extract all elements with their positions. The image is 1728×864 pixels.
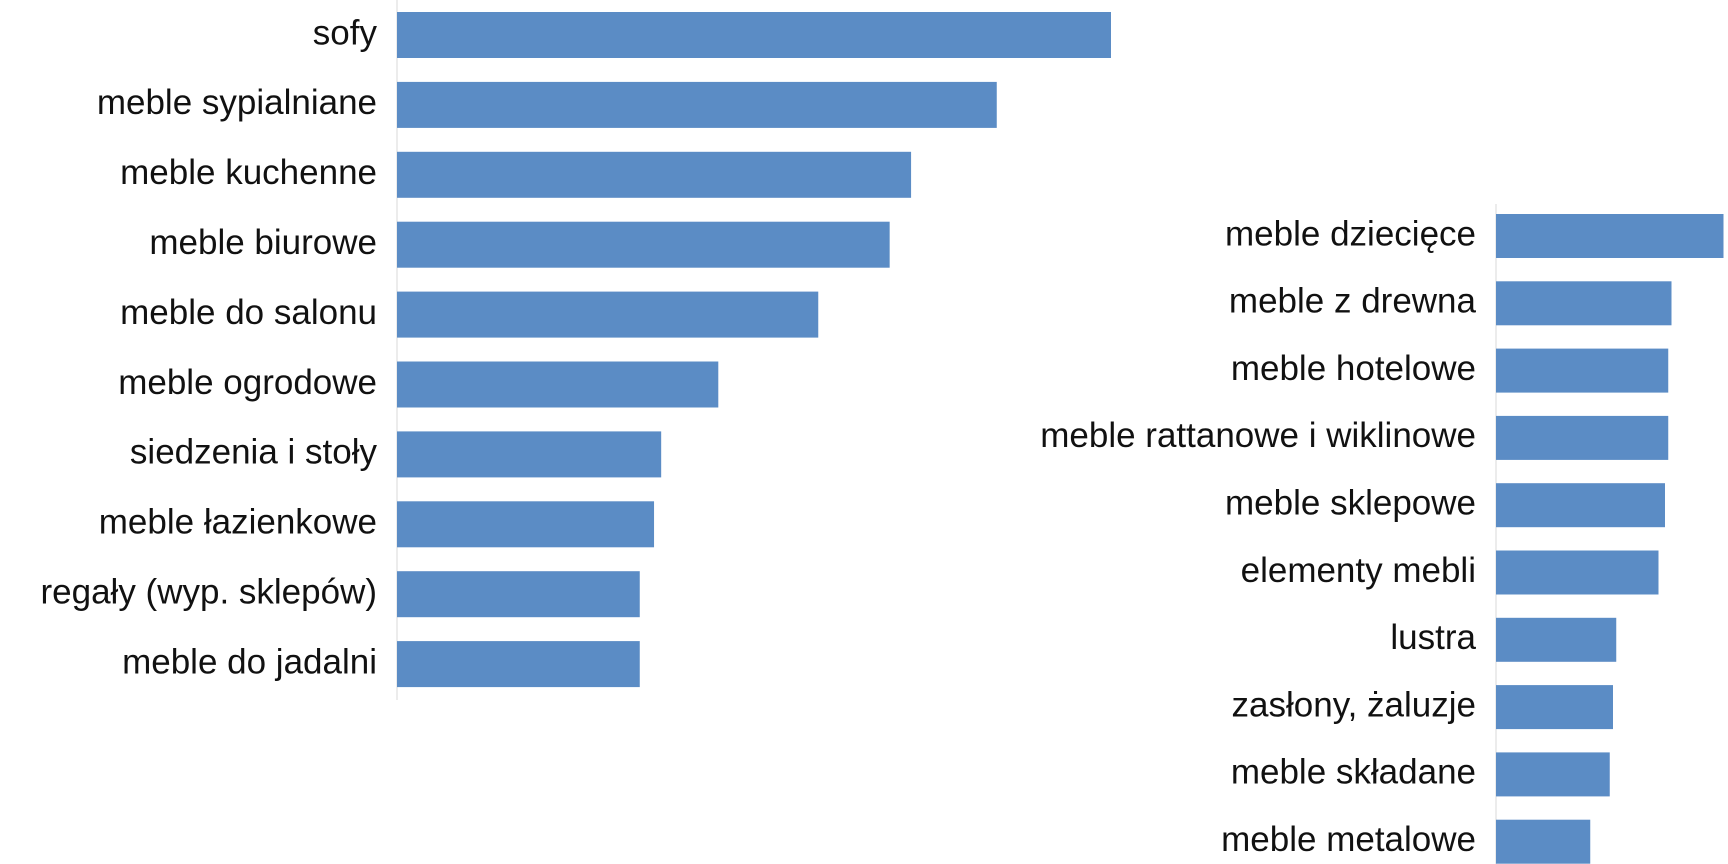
right-bar-1 xyxy=(1496,281,1672,326)
right-category-label-2: meble hotelowe xyxy=(1231,349,1476,388)
left-category-label-2: meble kuchenne xyxy=(120,153,377,192)
right-category-label-6: lustra xyxy=(1390,618,1476,657)
left-category-label-5: meble ogrodowe xyxy=(118,363,377,402)
right-category-label-9: meble metalowe xyxy=(1221,820,1476,859)
right-bar-4 xyxy=(1496,483,1665,528)
left-bar-3 xyxy=(397,221,890,268)
right-bar-5 xyxy=(1496,550,1659,595)
left-bar-9 xyxy=(397,641,640,688)
chart-right: meble dziecięce meble z drewna meble hotel… xyxy=(1040,204,1724,864)
left-bar-1 xyxy=(397,81,997,128)
left-bar-7 xyxy=(397,501,655,548)
left-bar-0 xyxy=(397,12,1111,58)
left-category-label-9: meble do jadalni xyxy=(122,642,377,681)
right-bar-9 xyxy=(1496,819,1591,864)
left-category-label-4: meble do salonu xyxy=(120,293,377,332)
left-category-label-0: sofy xyxy=(313,13,378,52)
left-bar-4 xyxy=(397,291,819,338)
right-category-label-1: meble z drewna xyxy=(1229,282,1477,321)
chart-left: sofy meble sypialniane meble kuchenne meble… xyxy=(41,0,1111,700)
right-category-label-7: zasłony, żaluzje xyxy=(1232,685,1476,724)
left-category-label-8: regały (wyp. sklepów) xyxy=(41,572,378,611)
left-category-label-7: meble łazienkowe xyxy=(99,503,377,542)
left-bar-2 xyxy=(397,151,912,198)
right-bar-3 xyxy=(1496,415,1669,460)
right-bar-2 xyxy=(1496,348,1669,393)
right-category-label-0: meble dziecięce xyxy=(1225,214,1476,253)
right-bar-7 xyxy=(1496,685,1613,730)
right-category-label-8: meble składane xyxy=(1231,753,1476,792)
right-category-label-4: meble sklepowe xyxy=(1225,483,1476,522)
right-category-label-5: elementy mebli xyxy=(1241,551,1476,590)
left-category-label-6: siedzenia i stoły xyxy=(130,433,378,472)
right-bar-6 xyxy=(1496,617,1617,662)
left-bar-6 xyxy=(397,431,662,478)
right-bar-8 xyxy=(1496,752,1610,797)
left-bar-8 xyxy=(397,571,640,618)
right-category-label-3: meble rattanowe i wiklinowe xyxy=(1040,416,1476,455)
left-category-label-3: meble biurowe xyxy=(149,223,377,262)
right-bar-0 xyxy=(1496,214,1724,258)
left-category-label-1: meble sypialniane xyxy=(97,83,377,122)
left-bar-5 xyxy=(397,361,719,408)
